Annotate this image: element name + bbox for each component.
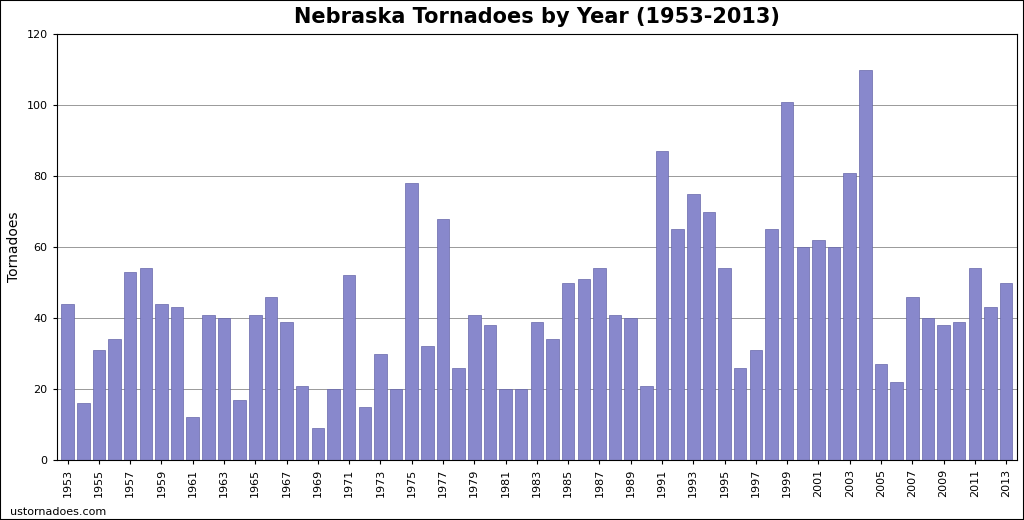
Bar [406, 183, 418, 460]
Bar [311, 428, 325, 460]
Bar [984, 307, 996, 460]
Bar [156, 304, 168, 460]
Bar [296, 385, 308, 460]
Bar [281, 321, 293, 460]
Bar [233, 400, 246, 460]
Bar [812, 240, 824, 460]
Bar [468, 315, 480, 460]
Bar [343, 276, 355, 460]
Bar [859, 70, 871, 460]
Bar [249, 315, 261, 460]
Bar [765, 229, 778, 460]
Bar [827, 247, 841, 460]
Bar [797, 247, 809, 460]
Bar [953, 321, 966, 460]
Bar [390, 389, 402, 460]
Bar [374, 354, 387, 460]
Bar [844, 173, 856, 460]
Bar [264, 297, 278, 460]
Bar [421, 346, 433, 460]
Bar [202, 315, 215, 460]
Bar [453, 368, 465, 460]
Bar [890, 382, 903, 460]
Bar [358, 407, 371, 460]
Bar [999, 282, 1013, 460]
Bar [328, 389, 340, 460]
Bar [61, 304, 74, 460]
Bar [874, 364, 887, 460]
Bar [578, 279, 590, 460]
Bar [139, 268, 153, 460]
Title: Nebraska Tornadoes by Year (1953-2013): Nebraska Tornadoes by Year (1953-2013) [294, 7, 780, 27]
Y-axis label: Tornadoes: Tornadoes [7, 212, 20, 282]
Bar [437, 218, 450, 460]
Bar [969, 268, 981, 460]
Bar [562, 282, 574, 460]
Bar [702, 212, 715, 460]
Bar [92, 350, 105, 460]
Bar [77, 403, 89, 460]
Bar [750, 350, 762, 460]
Bar [109, 340, 121, 460]
Bar [672, 229, 684, 460]
Bar [655, 151, 669, 460]
Bar [609, 315, 622, 460]
Bar [593, 268, 605, 460]
Bar [483, 325, 497, 460]
Text: ustornadoes.com: ustornadoes.com [10, 508, 106, 517]
Bar [515, 389, 527, 460]
Bar [718, 268, 731, 460]
Bar [218, 318, 230, 460]
Bar [640, 385, 652, 460]
Bar [687, 194, 699, 460]
Bar [186, 418, 199, 460]
Bar [906, 297, 919, 460]
Bar [124, 272, 136, 460]
Bar [625, 318, 637, 460]
Bar [530, 321, 543, 460]
Bar [781, 101, 794, 460]
Bar [546, 340, 559, 460]
Bar [500, 389, 512, 460]
Bar [937, 325, 950, 460]
Bar [922, 318, 934, 460]
Bar [171, 307, 183, 460]
Bar [734, 368, 746, 460]
